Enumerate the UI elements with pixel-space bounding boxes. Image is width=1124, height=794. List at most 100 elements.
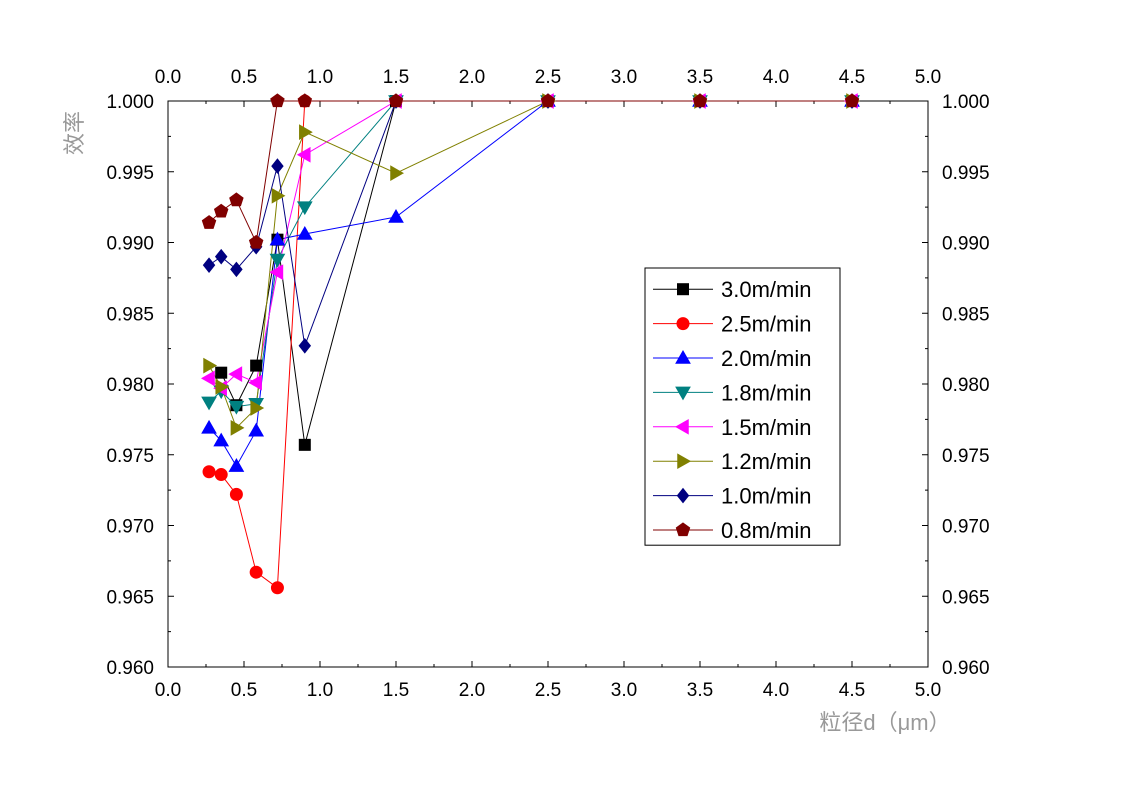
data-point xyxy=(269,253,286,268)
data-point xyxy=(298,438,311,451)
data-point xyxy=(271,158,284,174)
data-point xyxy=(201,370,215,387)
y-tick-label-right: 0.965 xyxy=(942,587,990,608)
data-point xyxy=(201,419,217,434)
data-point xyxy=(214,468,228,482)
x-tick-label: 0.0 xyxy=(155,680,181,701)
data-point xyxy=(388,209,404,223)
data-point xyxy=(269,231,286,246)
data-point xyxy=(228,458,245,472)
legend-label: 2.0m/min xyxy=(721,346,811,371)
data-point xyxy=(270,581,284,595)
data-point xyxy=(214,248,228,265)
legend-label: 1.0m/min xyxy=(721,484,811,509)
data-point xyxy=(201,396,217,411)
y-tick-label: 0.960 xyxy=(106,658,154,679)
legend-label: 2.5m/min xyxy=(721,312,811,337)
y-axis-label: 效率 xyxy=(62,111,87,155)
data-point xyxy=(249,565,263,579)
y-tick-label: 0.970 xyxy=(106,517,154,538)
series-line xyxy=(208,100,852,245)
x-tick-label-top: 4.5 xyxy=(839,67,865,88)
x-tick-label-top: 1.0 xyxy=(307,67,333,88)
x-tick-label-top: 0.0 xyxy=(155,67,181,88)
x-tick-label: 1.5 xyxy=(383,680,409,701)
legend-marker xyxy=(677,283,689,296)
data-point xyxy=(271,187,286,204)
data-point xyxy=(299,124,313,140)
x-axis-label: 粒径d（μm） xyxy=(819,710,950,735)
x-tick-label: 2.0 xyxy=(459,680,485,701)
y-tick-label-right: 0.995 xyxy=(942,163,990,184)
series-markers-0.8m/min xyxy=(201,93,860,249)
y-tick-label: 0.980 xyxy=(106,375,154,396)
y-tick-label: 0.965 xyxy=(106,587,154,608)
data-point xyxy=(269,264,284,281)
x-tick-label-top: 5.0 xyxy=(915,67,941,88)
legend-marker xyxy=(675,522,691,537)
legend: 3.0m/min 2.5m/min 2.0m/min 1.8m/min 1.5m/min… xyxy=(644,267,841,546)
y-tick-label: 0.985 xyxy=(106,304,154,325)
x-tick-label-top: 1.5 xyxy=(383,67,409,88)
data-point xyxy=(202,465,216,479)
data-point xyxy=(230,420,245,436)
data-point xyxy=(228,400,245,415)
legend-marker xyxy=(677,453,692,470)
data-point xyxy=(540,93,556,108)
data-point xyxy=(215,366,228,379)
data-point xyxy=(296,146,311,163)
data-point xyxy=(388,93,404,108)
data-point xyxy=(298,337,312,354)
data-point xyxy=(202,257,216,273)
y-tick-label-right: 0.975 xyxy=(942,446,990,467)
data-point xyxy=(213,432,230,447)
legend-label: 3.0m/min xyxy=(721,277,811,302)
axis-ticks: 0.0 0.0 0.5 0.5 1.0 1.0 1.5 1.5 2.0 2.0 2.5 2.5 3.0 3… xyxy=(106,67,989,701)
x-tick-label: 5.0 xyxy=(915,680,941,701)
legend-marker xyxy=(674,418,689,435)
data-point xyxy=(692,93,708,108)
x-tick-label: 4.5 xyxy=(839,680,865,701)
y-tick-label-right: 0.985 xyxy=(942,304,990,325)
series-layer xyxy=(201,92,861,595)
legend-label: 1.5m/min xyxy=(721,415,811,440)
data-point xyxy=(296,226,313,240)
data-point xyxy=(250,359,263,372)
data-point xyxy=(230,261,243,278)
legend-label: 1.2m/min xyxy=(721,449,811,474)
y-tick-label: 1.000 xyxy=(106,92,154,113)
y-tick-label-right: 1.000 xyxy=(942,92,990,113)
y-tick-label: 0.975 xyxy=(106,446,154,467)
data-point xyxy=(248,374,262,391)
data-point xyxy=(390,165,405,182)
data-point xyxy=(296,201,313,216)
x-tick-label-top: 4.0 xyxy=(763,67,789,88)
y-tick-label-right: 0.960 xyxy=(942,658,990,679)
x-tick-label-top: 2.0 xyxy=(459,67,485,88)
data-point xyxy=(213,203,229,218)
legend-marker xyxy=(675,349,691,364)
data-point xyxy=(228,366,243,382)
x-tick-label: 1.0 xyxy=(307,680,333,701)
x-tick-label: 3.0 xyxy=(611,680,637,701)
data-point xyxy=(270,93,285,108)
data-point xyxy=(297,93,313,108)
data-point xyxy=(229,192,244,207)
data-point xyxy=(844,93,860,108)
data-point xyxy=(203,357,218,374)
legend-marker xyxy=(676,317,690,331)
data-point xyxy=(248,422,265,437)
data-point xyxy=(215,378,230,395)
x-tick-label: 2.5 xyxy=(535,680,561,701)
data-point xyxy=(248,234,264,249)
x-tick-label-top: 3.5 xyxy=(687,67,713,88)
legend-box xyxy=(644,267,841,546)
x-tick-label: 0.5 xyxy=(231,680,257,701)
legend-marker xyxy=(675,386,691,401)
legend-marker xyxy=(676,487,690,504)
x-tick-label-top: 2.5 xyxy=(535,67,561,88)
legend-label: 1.8m/min xyxy=(721,380,811,405)
data-point xyxy=(250,400,265,416)
y-tick-label: 0.990 xyxy=(106,234,154,255)
